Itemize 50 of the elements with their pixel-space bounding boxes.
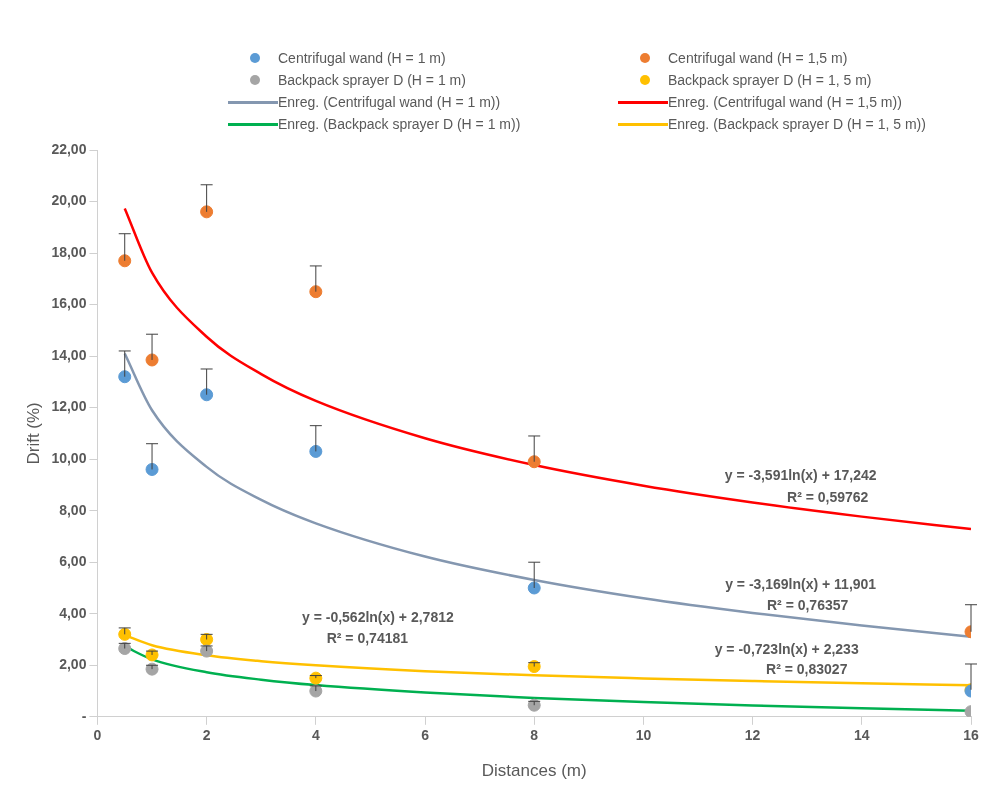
y-tick-label: 12,00	[51, 398, 87, 415]
point	[118, 627, 132, 641]
legend-label: Enreg. (Centrifugal wand (H = 1,5 m))	[668, 94, 902, 110]
annotation: R² = 0,59762	[787, 488, 869, 505]
y-tick-label: 18,00	[51, 243, 87, 260]
point	[118, 254, 132, 268]
y-tick-label: 22,00	[51, 140, 87, 157]
x-tick-label: 2	[202, 727, 211, 744]
legend-label: Backpack sprayer D (H = 1 m)	[278, 72, 466, 88]
x-tick-label: 10	[635, 727, 652, 744]
annotation: R² = 0,83027	[766, 661, 848, 678]
x-tick-label: 4	[311, 727, 320, 744]
annotation: y = -3,591ln(x) + 17,242	[724, 466, 877, 483]
x-tick-label: 16	[963, 727, 979, 744]
annotation: R² = 0,74181	[326, 630, 409, 647]
x-axis-title: Distances (m)	[481, 761, 587, 781]
annotation: y = -0,723ln(x) + 2,233	[714, 640, 859, 657]
legend-label: Enreg. (Backpack sprayer D (H = 1 m))	[278, 116, 521, 132]
y-axis-title: Drift (%)	[23, 402, 43, 465]
x-tick-label: 6	[421, 727, 430, 744]
legend-label: Enreg. (Backpack sprayer D (H = 1, 5 m))	[668, 116, 926, 132]
y-tick-label: -	[81, 707, 87, 724]
y-tick-label: 10,00	[51, 450, 87, 467]
x-tick-label: 12	[744, 727, 761, 744]
point	[118, 370, 132, 384]
y-tick-label: 4,00	[59, 604, 87, 621]
y-tick-label: 6,00	[59, 553, 87, 570]
point	[309, 285, 323, 299]
x-tick-label: 14	[854, 727, 870, 744]
annotation: y = -0,562ln(x) + 2,7812	[301, 609, 454, 626]
x-tick-label: 8	[530, 727, 539, 744]
legend-label: Enreg. (Centrifugal wand (H = 1 m))	[278, 94, 501, 110]
y-tick-label: 2,00	[59, 656, 87, 673]
y-tick-label: 8,00	[59, 501, 87, 518]
annotation: R² = 0,76357	[766, 597, 849, 614]
y-tick-label: 14,00	[51, 346, 87, 363]
point	[200, 388, 214, 402]
legend-label: Centrifugal wand (H = 1 m)	[278, 50, 446, 66]
point	[200, 205, 214, 219]
point	[118, 642, 132, 656]
point	[527, 581, 541, 595]
y-tick-label: 20,00	[51, 192, 87, 209]
x-tick-label: 0	[93, 727, 102, 744]
line-series	[123, 207, 971, 531]
annotation: y = -3,169ln(x) + 11,901	[725, 576, 877, 593]
legend-label: Backpack sprayer D (H = 1, 5 m)	[668, 72, 872, 88]
point	[309, 444, 323, 458]
y-tick-label: 16,00	[51, 295, 87, 312]
legend-label: Centrifugal wand (H = 1,5 m)	[668, 50, 848, 66]
point	[527, 455, 541, 469]
